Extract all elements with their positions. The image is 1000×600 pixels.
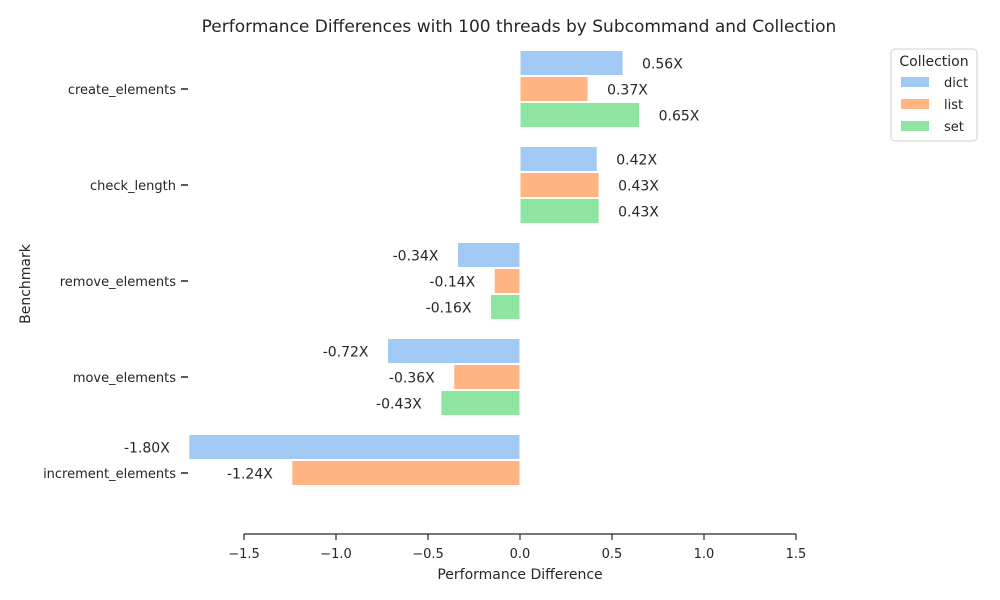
legend: Collection dict list set — [890, 48, 978, 142]
legend-label-list: list — [944, 98, 963, 113]
bar-set — [519, 102, 641, 128]
bar-dict — [188, 434, 521, 460]
legend-frame — [890, 48, 978, 142]
chart-title: Performance Differences with 100 threads… — [202, 17, 837, 37]
x-axis: −1.5 −1.0 −0.5 0.0 0.5 1.0 1.5 — [228, 533, 807, 562]
bar-value-label: 0.56X — [642, 57, 683, 73]
bar-value-label: -1.80X — [124, 441, 170, 457]
x-tick-label: −0.5 — [412, 547, 444, 562]
bar-value-label: -0.72X — [323, 345, 369, 361]
x-tick-label: 0.0 — [510, 547, 531, 562]
bar-value-label: -0.14X — [429, 275, 475, 291]
legend-swatch-set — [901, 121, 929, 131]
bar-list — [493, 268, 521, 294]
y-axis-label: Benchmark — [18, 243, 34, 324]
bar-dict — [519, 146, 598, 172]
x-tick-label: −1.5 — [228, 547, 260, 562]
bar-value-label: -0.16X — [426, 301, 472, 317]
bar-value-label: -0.43X — [376, 397, 422, 413]
bars-group — [188, 50, 641, 486]
bar-dict — [387, 338, 521, 364]
bar-list — [519, 76, 589, 102]
x-tick-label: 1.5 — [786, 547, 807, 562]
bar-value-label: -0.36X — [389, 371, 435, 387]
bar-value-label: 0.43X — [618, 205, 659, 221]
bar-dict — [456, 242, 521, 268]
bar-value-label: -1.24X — [227, 467, 273, 483]
y-tick-label: create_elements — [68, 83, 176, 98]
y-tick-label: check_length — [90, 179, 176, 194]
bar-list — [453, 364, 521, 390]
bar-dict — [519, 50, 624, 76]
x-tick-label: −1.0 — [320, 547, 352, 562]
bar-labels-group: 0.56X 0.37X 0.65X 0.42X 0.43X 0.43X -0.34X -0.1… — [124, 57, 700, 483]
bar-value-label: 0.43X — [618, 179, 659, 195]
bar-list — [519, 172, 600, 198]
legend-swatch-list — [901, 99, 929, 109]
bar-value-label: 0.37X — [607, 83, 648, 99]
y-tick-label: remove_elements — [60, 275, 176, 290]
legend-label-set: set — [944, 120, 964, 135]
x-axis-label: Performance Difference — [437, 567, 602, 583]
bar-value-label: -0.34X — [393, 249, 439, 265]
bar-set — [519, 198, 600, 224]
bar-set — [440, 390, 521, 416]
y-axis: create_elements check_length remove_elemen… — [43, 83, 188, 482]
bar-value-label: 0.65X — [659, 109, 700, 125]
legend-label-dict: dict — [944, 76, 968, 91]
legend-title: Collection — [899, 54, 968, 70]
bar-list — [291, 460, 521, 486]
bar-set — [490, 294, 521, 320]
legend-swatch-dict — [901, 77, 929, 87]
y-tick-label: move_elements — [73, 371, 176, 386]
bar-value-label: 0.42X — [616, 153, 657, 169]
x-tick-label: 1.0 — [694, 547, 715, 562]
y-tick-label: increment_elements — [43, 467, 176, 482]
x-tick-label: 0.5 — [602, 547, 623, 562]
